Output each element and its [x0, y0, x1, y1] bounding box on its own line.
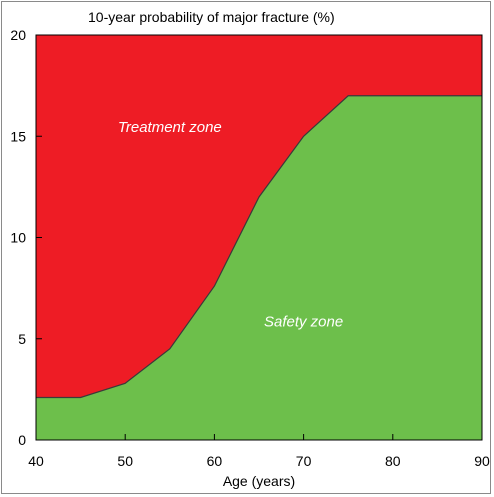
- x-tick-label: 90: [474, 453, 490, 469]
- treatment-zone-label: Treatment zone: [118, 119, 222, 136]
- y-tick-label: 15: [10, 128, 26, 144]
- x-tick-label: 40: [28, 453, 44, 469]
- safety-zone-label: Safety zone: [264, 314, 343, 331]
- y-tick-label: 20: [10, 27, 26, 43]
- x-tick-label: 50: [117, 453, 133, 469]
- safety-zone-area: [36, 95, 482, 440]
- threshold-line: [36, 95, 482, 399]
- y-tick-label: 5: [18, 331, 26, 347]
- y-tick-label: 10: [10, 230, 26, 246]
- treatment-zone-area: [36, 35, 482, 398]
- x-tick-label: 60: [207, 453, 223, 469]
- y-tick-label: 0: [18, 432, 26, 448]
- x-tick-label: 70: [296, 453, 312, 469]
- x-tick-label: 80: [385, 453, 401, 469]
- chart-title: 10-year probability of major fracture (%…: [88, 9, 335, 25]
- x-axis-label: Age (years): [223, 473, 295, 489]
